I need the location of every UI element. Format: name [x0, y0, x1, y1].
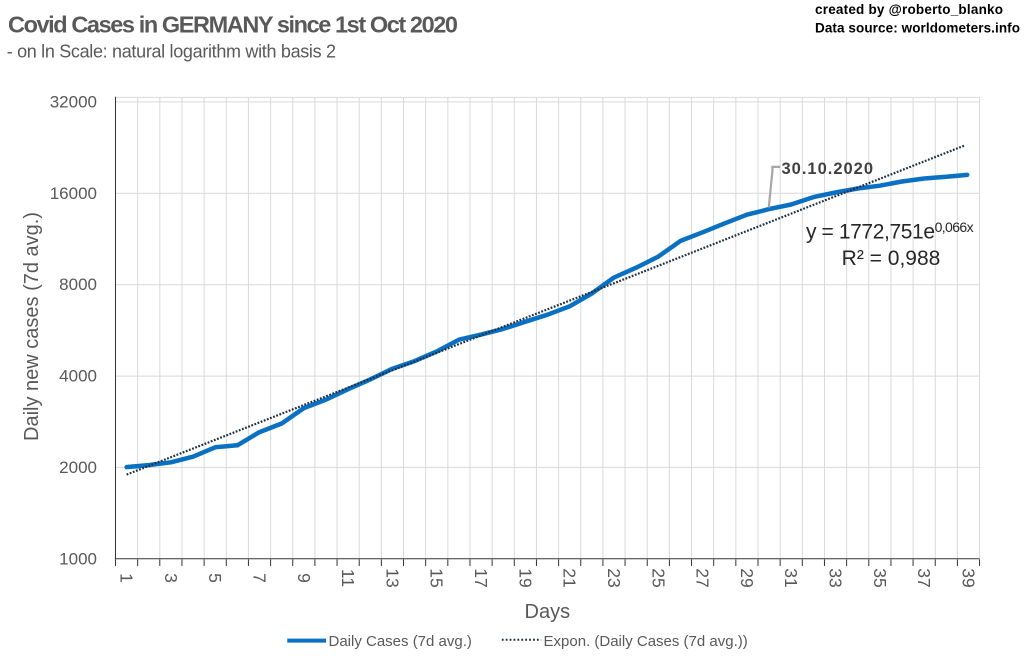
svg-text:R² = 0,988: R² = 0,988: [842, 247, 941, 270]
svg-text:11: 11: [338, 569, 358, 587]
svg-text:Data source: worldometers.info: Data source: worldometers.info: [815, 21, 1020, 36]
svg-text:3: 3: [161, 573, 181, 583]
svg-text:4000: 4000: [59, 367, 97, 386]
svg-text:23: 23: [604, 568, 624, 587]
svg-text:7: 7: [250, 573, 270, 583]
svg-text:15: 15: [427, 568, 447, 587]
svg-text:y = 1772,751e0,066x: y = 1772,751e0,066x: [806, 219, 974, 244]
svg-text:16000: 16000: [50, 184, 97, 203]
svg-text:Days: Days: [525, 601, 571, 623]
svg-text:31: 31: [781, 568, 801, 587]
svg-text:17: 17: [471, 568, 491, 587]
svg-text:1: 1: [117, 573, 137, 583]
svg-text:19: 19: [515, 568, 535, 587]
svg-text:35: 35: [870, 568, 890, 587]
svg-text:5: 5: [205, 573, 225, 583]
svg-text:2000: 2000: [59, 458, 97, 477]
svg-text:25: 25: [648, 568, 668, 587]
svg-text:32000: 32000: [50, 92, 97, 111]
svg-text:1000: 1000: [59, 549, 97, 568]
svg-text:Daily Cases (7d avg.): Daily Cases (7d avg.): [329, 633, 472, 650]
svg-text:created by @roberto_blanko: created by @roberto_blanko: [815, 2, 1003, 17]
svg-text:37: 37: [914, 568, 934, 587]
svg-text:Covid Cases in GERMANY since 1: Covid Cases in GERMANY since 1st Oct 202…: [8, 12, 458, 38]
svg-text:33: 33: [826, 568, 846, 587]
svg-text:9: 9: [294, 573, 314, 583]
svg-text:21: 21: [560, 568, 580, 587]
svg-text:8000: 8000: [59, 275, 97, 294]
svg-text:29: 29: [737, 568, 757, 587]
svg-text:13: 13: [382, 568, 402, 587]
svg-text:27: 27: [693, 568, 713, 587]
svg-text:Daily new cases (7d avg.): Daily new cases (7d avg.): [21, 212, 43, 441]
svg-text:Expon. (Daily Cases (7d avg.)): Expon. (Daily Cases (7d avg.)): [544, 633, 748, 650]
svg-text:- on ln Scale: natural logarit: - on ln Scale: natural logarithm with ba…: [2, 42, 336, 62]
svg-text:39: 39: [959, 568, 979, 587]
svg-text:30.10.2020: 30.10.2020: [782, 160, 874, 178]
